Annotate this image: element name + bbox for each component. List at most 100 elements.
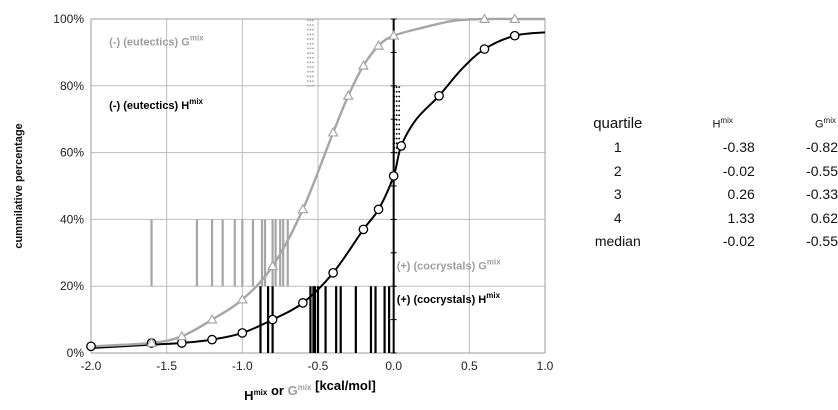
dotted-g-column [307,66,309,68]
dotted-g-column [307,61,309,64]
annotation-part: (+) (cocrystals) G [397,261,487,273]
annotation-part: mix [486,291,500,300]
point-G [206,313,218,324]
dotted-g-column [307,47,309,50]
point-G [327,126,339,137]
dotted-g-column [309,24,312,26]
annotation-label: (-) (eutectics) Hmix [109,97,203,112]
y-tick-label: 80% [60,79,84,93]
dotted-g-column [309,75,312,78]
row-label: median [594,233,641,250]
dotted-g-column [309,56,312,59]
dotted-g-column [307,24,309,26]
dotted-g-column [312,19,314,22]
axis-labels: Hmix or Gmix [kcal/mol] cummilative perce… [13,123,376,403]
dotted-h-column [398,123,401,126]
x-axis-label-part: H [244,388,253,403]
y-tick-label: 100% [53,12,84,26]
data-markers [86,13,521,352]
dotted-g-column [307,33,309,36]
dotted-h-column [395,114,398,117]
dotted-h-column [398,118,401,121]
header-hmix: Hmix [712,116,733,132]
point-G [267,260,279,271]
dotted-g-column [312,61,314,64]
dotted-h-column [395,86,398,89]
row-g-value: -0.55 [806,233,838,250]
dotted-g-column [307,52,309,54]
dotted-h-column [393,137,396,140]
annotation-part: mix [190,34,204,43]
dotted-g-column [307,19,309,22]
dotted-h-column [395,90,398,93]
annotation-part: mix [487,258,501,267]
dotted-g-column [309,70,312,73]
dotted-h-column [395,100,398,103]
row-label: 2 [613,162,622,179]
y-tick-label: 60% [60,146,84,160]
point-H [358,224,369,235]
dotted-h-column [393,90,396,93]
point-H [434,90,444,101]
dotted-h-column [395,109,398,112]
dotted-g-column [309,80,312,83]
annotation-part: (-) (eutectics) H [109,100,189,112]
point-H [328,267,338,278]
point-G [372,40,385,50]
x-tick-label: -1.0 [232,359,253,373]
dotted-h-column [393,151,396,154]
dotted-g-column [312,38,314,40]
x-tick-label: 1.0 [537,359,554,373]
dotted-h-column [393,100,396,103]
point-G [509,13,521,23]
annotation-label: (+) (cocrystals) Hmix [397,291,501,306]
axis-ticks: -2.0 -1.5 -1.0 -0.5 0.0 0.5 1.0 0% 20% 40% 60% 80% 1… [53,12,553,373]
table-row: median -0.02 -0.55 [585,230,838,254]
dotted-h-column [398,95,401,98]
dotted-h-column [393,86,396,89]
row-h-value: 0.26 [727,186,755,203]
point-H [509,30,520,41]
dotted-h-column [393,104,396,107]
dotted-g-column [312,80,314,83]
table-row: 1 -0.38 -0.82 [585,136,838,160]
point-H [388,171,399,181]
dotted-h-column [393,95,396,98]
x-tick-label: -2.0 [81,359,102,373]
point-G [342,90,354,100]
dotted-g-column [312,66,314,68]
dotted-h-column [398,90,401,93]
point-G [388,29,400,40]
dotted-h-column [393,109,396,112]
x-axis-label-part: mix [298,383,312,392]
dotted-g-column [309,84,312,87]
dotted-g-column [312,75,314,78]
annotation-label: (-) (eutectics) Gmix [109,34,204,49]
point-H [237,328,248,338]
point-H [207,334,217,345]
annotation-label: (+) (cocrystals) Gmix [397,258,502,273]
dotted-h-column [393,114,396,117]
dotted-h-column [395,128,398,131]
dotted-g-column [307,56,309,59]
dotted-g-column [312,84,314,87]
dotted-h-column [398,104,401,107]
row-h-value: -0.02 [722,233,755,250]
point-G [297,203,309,214]
header-gmix: Gmix [814,116,836,132]
row-g-value: -0.33 [806,186,838,203]
y-tick-label: 40% [60,212,84,226]
dotted-g-column [309,19,312,22]
cumulative-chart: -2.0 -1.5 -1.0 -0.5 0.0 0.5 1.0 0% 20% 40% 60% 80% 1… [13,12,554,403]
point-H [86,341,96,352]
dotted-g-column [312,47,314,50]
x-axis-label-part: [kcal/mol] [312,378,376,393]
row-label: 4 [613,209,622,226]
table-row: 4 1.33 0.62 [585,206,838,230]
dotted-g-column [307,80,309,83]
dotted-h-column [393,147,396,149]
quartile-table: quartile Hmix Gmix 1 -0.38 -0.82 2 -0.02… [585,112,838,253]
dotted-h-column [395,151,398,154]
x-axis-label-part: G [288,383,298,398]
dotted-h-column [393,123,396,126]
